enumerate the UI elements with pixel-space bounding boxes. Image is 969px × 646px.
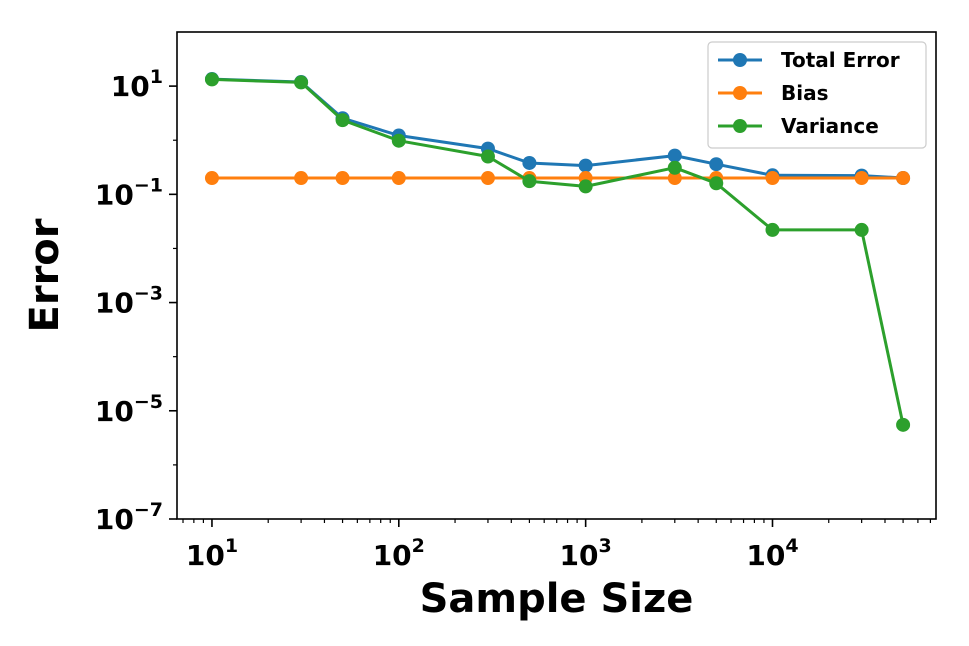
legend: Total Error Bias Variance <box>707 41 927 149</box>
series-bias <box>204 171 911 186</box>
data-point <box>522 174 537 189</box>
legend-item: Bias <box>718 81 829 105</box>
data-point <box>391 171 406 186</box>
x-tick-label: 103 <box>560 535 612 572</box>
plot-frame <box>176 31 937 520</box>
x-tick-label: 104 <box>746 535 798 572</box>
legend-marker <box>733 119 747 133</box>
y-tick-label: 101 <box>111 66 163 103</box>
series-layer <box>204 72 911 432</box>
data-point <box>854 222 869 237</box>
legend-item: Variance <box>718 114 879 138</box>
x-tick-label: 102 <box>373 535 425 572</box>
data-point <box>204 171 219 186</box>
legend-label: Variance <box>781 114 879 138</box>
x-axis: 101 102 103 104 <box>182 519 932 572</box>
legend-marker <box>733 53 747 67</box>
data-point <box>578 158 593 173</box>
data-point <box>896 417 911 432</box>
data-point <box>294 75 309 90</box>
data-point <box>480 171 495 186</box>
data-point <box>522 155 537 170</box>
y-tick-label: 10−3 <box>95 283 163 320</box>
data-point <box>709 176 724 191</box>
data-point <box>667 160 682 175</box>
data-point <box>667 171 682 186</box>
data-point <box>765 171 780 186</box>
legend-item: Total Error <box>718 48 900 72</box>
data-point <box>335 171 350 186</box>
data-point <box>204 72 219 87</box>
data-point <box>667 148 682 163</box>
y-tick-label: 10−7 <box>95 499 163 536</box>
x-axis-title: Sample Size <box>420 576 694 622</box>
y-tick-label: 10−1 <box>95 174 163 211</box>
y-axis: 101 10−1 10−3 10−5 10−7 <box>95 66 177 536</box>
data-point <box>294 171 309 186</box>
data-point <box>854 171 869 186</box>
y-axis-title: Error <box>22 218 68 332</box>
legend-box <box>707 41 927 149</box>
legend-label: Total Error <box>781 48 900 72</box>
data-point <box>480 149 495 164</box>
data-point <box>709 157 724 172</box>
data-point <box>896 171 911 186</box>
data-point <box>391 133 406 148</box>
data-point <box>765 222 780 237</box>
x-tick-label: 101 <box>186 535 238 572</box>
legend-marker <box>733 86 747 100</box>
legend-label: Bias <box>781 81 829 105</box>
series-line <box>211 77 905 426</box>
series-variance <box>204 72 911 432</box>
data-point <box>578 179 593 194</box>
data-point <box>335 113 350 128</box>
y-tick-label: 10−5 <box>95 391 163 428</box>
